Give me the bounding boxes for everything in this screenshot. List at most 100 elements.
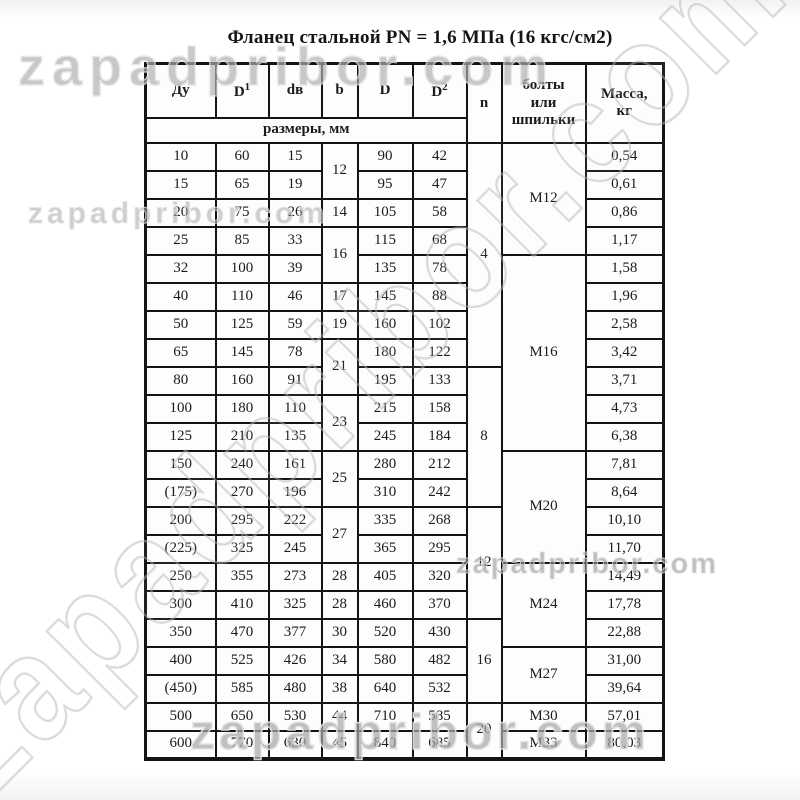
cell-dv: 161 <box>267 449 323 480</box>
cell-d1: 180 <box>214 393 270 424</box>
cell-d2: 242 <box>411 477 468 508</box>
cell-d2: 78 <box>411 253 468 284</box>
cell-d1: 525 <box>214 645 270 676</box>
cell-mass: 80,03 <box>584 729 665 760</box>
cell-d1: 85 <box>214 225 270 256</box>
cell-D: 245 <box>356 421 414 452</box>
cell-b: 38 <box>320 673 359 704</box>
cell-du: 300 <box>144 589 217 620</box>
cell-bolts: M33 <box>500 729 587 760</box>
cell-du: (450) <box>144 673 217 704</box>
cell-du: 350 <box>144 617 217 648</box>
cell-dv: 15 <box>267 141 323 172</box>
cell-d1: 295 <box>214 505 270 536</box>
table-row: 25 85 33 16 115 68 1,17 <box>144 225 665 284</box>
cell-d2: 122 <box>411 337 468 368</box>
table-row: (175) 270 196 310 242 8,64 <box>144 477 665 508</box>
cell-d1: 270 <box>214 477 270 508</box>
cell-D: 95 <box>356 169 414 200</box>
table-row: 10 60 15 12 90 42 4 M12 0,54 <box>144 141 665 368</box>
cell-b: 12 <box>320 141 359 200</box>
cell-bolts: M16 <box>500 253 587 452</box>
cell-n: 16 <box>465 617 503 704</box>
cell-b: 28 <box>320 589 359 620</box>
table-row: 40 110 46 17 145 88 1,96 <box>144 281 665 312</box>
cell-d1: 100 <box>214 253 270 284</box>
cell-b: 27 <box>320 505 359 564</box>
cell-d2: 58 <box>411 197 468 228</box>
cell-mass: 0,86 <box>584 197 665 228</box>
cell-D: 365 <box>356 533 414 564</box>
cell-D: 105 <box>356 197 414 228</box>
table-row: 500 650 530 44 710 585 20 M30 57,01 <box>144 701 665 760</box>
cell-D: 145 <box>356 281 414 312</box>
cell-d1: 410 <box>214 589 270 620</box>
cell-b: 17 <box>320 281 359 312</box>
cell-mass: 4,73 <box>584 393 665 424</box>
cell-dv: 325 <box>267 589 323 620</box>
cell-dv: 46 <box>267 281 323 312</box>
table-row: 300 410 325 28 460 370 17,78 <box>144 589 665 620</box>
column-header: dв <box>267 62 323 119</box>
cell-d1: 770 <box>214 729 270 760</box>
cell-mass: 2,58 <box>584 309 665 340</box>
cell-mass: 39,64 <box>584 673 665 704</box>
cell-du: 50 <box>144 309 217 340</box>
table-row: 50 125 59 19 160 102 2,58 <box>144 309 665 340</box>
cell-mass: 31,00 <box>584 645 665 676</box>
column-header: D <box>356 62 414 119</box>
column-header-mass: Масса, кг <box>584 62 665 144</box>
cell-du: (175) <box>144 477 217 508</box>
cell-mass: 8,64 <box>584 477 665 508</box>
cell-d2: 685 <box>411 729 468 760</box>
cell-D: 580 <box>356 645 414 676</box>
cell-du: 80 <box>144 365 217 396</box>
cell-d2: 102 <box>411 309 468 340</box>
table-row: (225) 325 245 365 295 11,70 <box>144 533 665 564</box>
cell-d1: 125 <box>214 309 270 340</box>
column-header: D2 <box>411 62 468 119</box>
cell-dv: 110 <box>267 393 323 424</box>
table-row: 350 470 377 30 520 430 16 22,88 <box>144 617 665 704</box>
cell-n: 8 <box>465 365 503 508</box>
cell-dv: 78 <box>267 337 323 368</box>
cell-mass: 17,78 <box>584 589 665 620</box>
cell-D: 135 <box>356 253 414 284</box>
cell-du: 32 <box>144 253 217 284</box>
table-row: 150 240 161 25 280 212 M20 7,81 <box>144 449 665 564</box>
cell-b: 45 <box>320 729 359 760</box>
cell-b: 21 <box>320 337 359 396</box>
cell-dv: 245 <box>267 533 323 564</box>
cell-b: 19 <box>320 309 359 340</box>
cell-du: 125 <box>144 421 217 452</box>
cell-dv: 33 <box>267 225 323 256</box>
cell-b: 16 <box>320 225 359 284</box>
table-row: 400 525 426 34 580 482 M27 31,00 <box>144 645 665 704</box>
cell-du: (225) <box>144 533 217 564</box>
cell-D: 215 <box>356 393 414 424</box>
cell-d1: 325 <box>214 533 270 564</box>
cell-b: 44 <box>320 701 359 732</box>
cell-d1: 650 <box>214 701 270 732</box>
cell-bolts: M27 <box>500 645 587 704</box>
cell-b: 28 <box>320 561 359 592</box>
cell-d1: 470 <box>214 617 270 648</box>
cell-dv: 26 <box>267 197 323 228</box>
cell-dv: 480 <box>267 673 323 704</box>
cell-dv: 530 <box>267 701 323 732</box>
cell-D: 160 <box>356 309 414 340</box>
cell-dv: 39 <box>267 253 323 284</box>
cell-d1: 210 <box>214 421 270 452</box>
cell-mass: 1,58 <box>584 253 665 284</box>
table-row: 65 145 78 21 180 122 3,42 <box>144 337 665 396</box>
cell-dv: 630 <box>267 729 323 760</box>
cell-mass: 11,70 <box>584 533 665 564</box>
sizes-subheader: размеры, мм <box>144 116 468 144</box>
cell-d2: 532 <box>411 673 468 704</box>
cell-mass: 3,71 <box>584 365 665 396</box>
cell-d1: 60 <box>214 141 270 172</box>
cell-mass: 10,10 <box>584 505 665 536</box>
cell-du: 15 <box>144 169 217 200</box>
cell-d2: 212 <box>411 449 468 480</box>
